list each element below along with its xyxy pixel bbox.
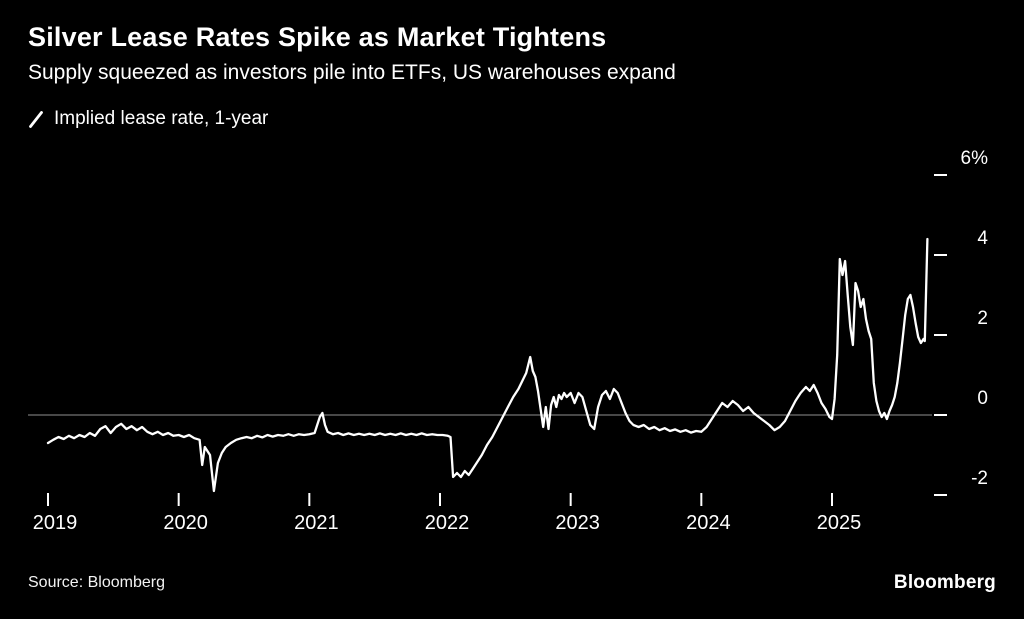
legend-line-marker-icon (29, 110, 43, 128)
y-axis-label: 2 (977, 308, 988, 329)
legend: Implied lease rate, 1-year (28, 108, 268, 130)
y-axis-label: 4 (977, 228, 988, 249)
y-axis-label: 0 (977, 388, 988, 409)
series-line-implied-lease-rate-1-year (46, 237, 929, 493)
x-axis-label: 2019 (33, 512, 78, 534)
y-axis-label: 6% (961, 148, 989, 169)
x-axis-label: 2022 (425, 512, 470, 534)
x-axis-label: 2023 (555, 512, 600, 534)
source-caption: Source: Bloomberg (28, 574, 165, 591)
chart-subtitle: Supply squeezed as investors pile into E… (28, 61, 676, 84)
x-axis-label: 2020 (163, 512, 208, 534)
bloomberg-logo: Bloomberg (893, 572, 996, 593)
x-axis-label: 2024 (686, 512, 731, 534)
x-axis-label: 2025 (817, 512, 862, 534)
chart-title: Silver Lease Rates Spike as Market Tight… (28, 22, 607, 52)
x-axis-label: 2021 (294, 512, 339, 534)
y-axis-label: -2 (971, 468, 988, 489)
legend-label: Implied lease rate, 1-year (54, 108, 269, 129)
